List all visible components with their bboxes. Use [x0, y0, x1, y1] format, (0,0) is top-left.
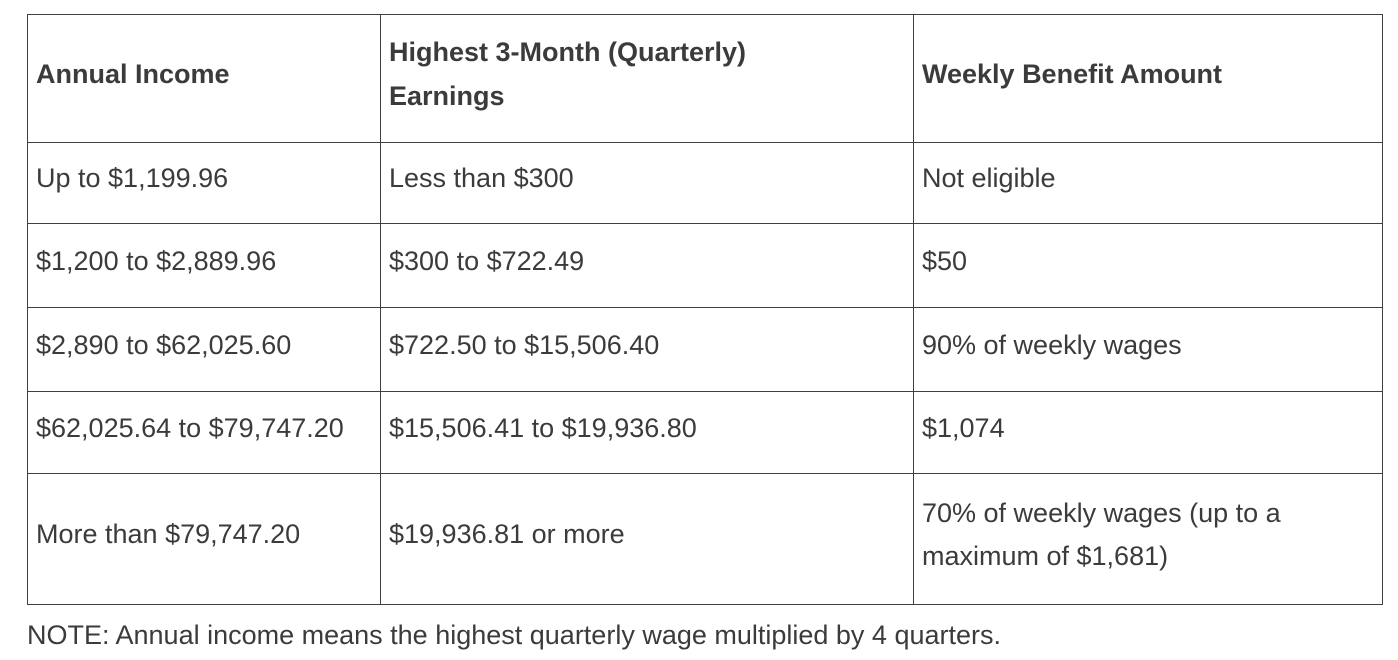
benefits-table: Annual Income Highest 3-Month (Quarterly… [27, 14, 1383, 605]
column-header-quarterly-earnings: Highest 3-Month (Quarterly) Earnings [380, 14, 914, 143]
column-header-weekly-benefit: Weekly Benefit Amount [913, 14, 1383, 143]
table-cell-quarterly-earnings: $722.50 to $15,506.40 [380, 307, 914, 392]
table-header-row: Annual Income Highest 3-Month (Quarterly… [27, 14, 1383, 143]
table-cell-annual-income: $62,025.64 to $79,747.20 [27, 391, 381, 474]
table-cell-quarterly-earnings: $19,936.81 or more [380, 473, 914, 605]
table-cell-weekly-benefit: 70% of weekly wages (up to a maximum of … [913, 473, 1383, 605]
table-row: $1,200 to $2,889.96 $300 to $722.49 $50 [27, 223, 1383, 308]
column-header-annual-income: Annual Income [27, 14, 381, 143]
table-cell-weekly-benefit: Not eligible [913, 142, 1383, 224]
table-cell-quarterly-earnings: $300 to $722.49 [380, 223, 914, 308]
table-cell-quarterly-earnings: Less than $300 [380, 142, 914, 224]
table-row: More than $79,747.20 $19,936.81 or more … [27, 473, 1383, 605]
table-cell-weekly-benefit: $1,074 [913, 391, 1383, 474]
table-cell-annual-income: Up to $1,199.96 [27, 142, 381, 224]
table-row: $62,025.64 to $79,747.20 $15,506.41 to $… [27, 391, 1383, 474]
table-cell-annual-income: More than $79,747.20 [27, 473, 381, 605]
table-cell-weekly-benefit: $50 [913, 223, 1383, 308]
note-text: NOTE: Annual income means the highest qu… [27, 620, 1002, 650]
table-cell-quarterly-earnings: $15,506.41 to $19,936.80 [380, 391, 914, 474]
table-cell-weekly-benefit: 90% of weekly wages [913, 307, 1383, 392]
table-cell-annual-income: $2,890 to $62,025.60 [27, 307, 381, 392]
table-row: Up to $1,199.96 Less than $300 Not eligi… [27, 142, 1383, 224]
table-cell-annual-income: $1,200 to $2,889.96 [27, 223, 381, 308]
table-row: $2,890 to $62,025.60 $722.50 to $15,506.… [27, 307, 1383, 392]
